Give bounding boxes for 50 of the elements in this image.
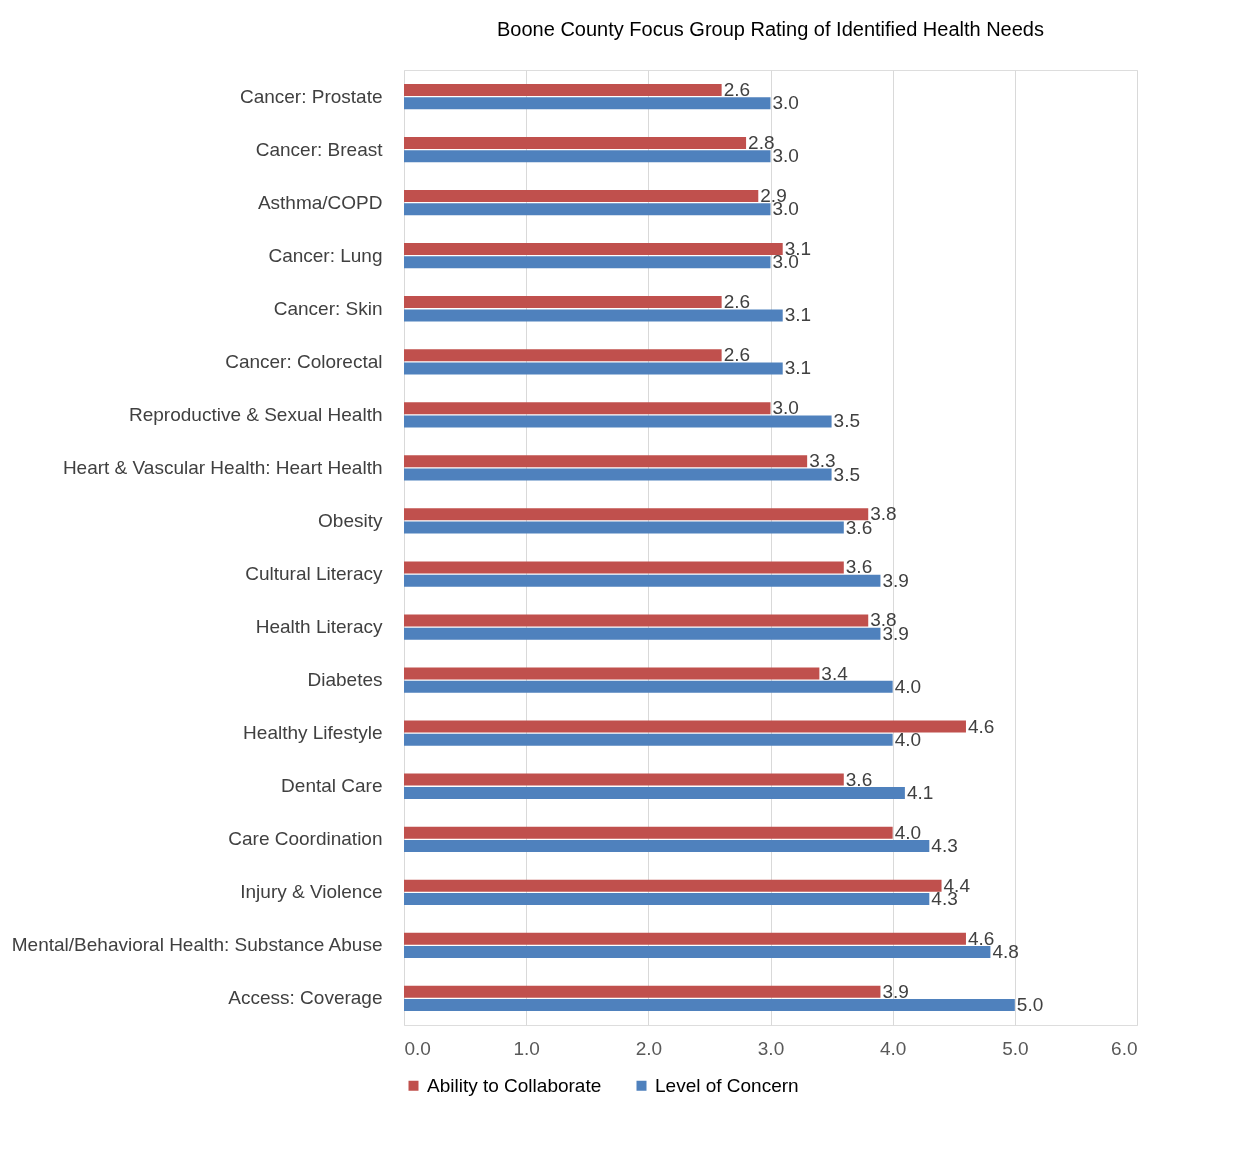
x-tick-label: 0.0 xyxy=(404,1037,431,1059)
chart-title: Boone County Focus Group Rating of Identified Health Needs xyxy=(497,18,1044,40)
data-label: 3.9 xyxy=(882,980,909,1002)
data-label: 4.3 xyxy=(931,834,958,856)
y-tick-label: Obesity xyxy=(318,509,383,531)
y-tick-label: Health Literacy xyxy=(255,616,383,638)
y-tick-label: Access: Coverage xyxy=(228,987,383,1009)
legend-label: Ability to Collaborate xyxy=(427,1074,602,1096)
y-tick-label: Cancer: Colorectal xyxy=(225,350,383,372)
y-tick-label: Mental/Behavioral Health: Substance Abuse xyxy=(11,934,383,956)
y-tick-label: Care Coordination xyxy=(228,828,383,850)
data-label: 3.9 xyxy=(882,569,909,591)
x-tick-label: 6.0 xyxy=(1111,1037,1138,1059)
data-label: 3.0 xyxy=(772,397,799,419)
x-tick-label: 4.0 xyxy=(879,1037,907,1059)
y-tick-label: Heart & Vascular Health: Heart Health xyxy=(62,456,383,478)
y-tick-label: Cultural Literacy xyxy=(245,563,383,585)
y-tick-label: Cancer: Skin xyxy=(273,297,383,319)
data-label: 3.4 xyxy=(821,662,849,684)
data-label: 3.1 xyxy=(784,304,812,326)
y-tick-label: Cancer: Lung xyxy=(268,244,383,266)
y-tick-label: Reproductive & Sexual Health xyxy=(129,403,383,425)
data-label: 4.6 xyxy=(967,927,995,949)
x-tick-label: 2.0 xyxy=(635,1037,663,1059)
data-label: 3.0 xyxy=(772,92,799,114)
data-label: 5.0 xyxy=(1016,994,1044,1016)
data-label: 4.0 xyxy=(894,728,922,750)
data-label: 3.5 xyxy=(833,410,861,432)
x-tick-label: 1.0 xyxy=(513,1037,540,1059)
x-tick-label: 3.0 xyxy=(757,1037,785,1059)
data-label: 3.8 xyxy=(870,503,897,525)
data-label: 4.1 xyxy=(906,781,934,803)
data-label: 2.6 xyxy=(723,291,751,313)
y-tick-label: Healthy Lifestyle xyxy=(243,722,383,744)
data-label: 4.0 xyxy=(894,821,922,843)
data-label: 4.6 xyxy=(967,715,995,737)
legend-label: Level of Concern xyxy=(655,1074,799,1096)
y-tick-label: Cancer: Prostate xyxy=(239,85,383,107)
data-label: 3.6 xyxy=(845,768,873,790)
y-tick-label: Injury & Violence xyxy=(240,881,383,903)
y-tick-label: Asthma/COPD xyxy=(257,191,383,213)
data-label: 4.0 xyxy=(894,675,922,697)
data-label: 2.6 xyxy=(723,78,751,100)
y-tick-label: Dental Care xyxy=(281,775,383,797)
data-label: 3.1 xyxy=(784,357,812,379)
y-tick-label: Cancer: Breast xyxy=(255,138,384,160)
x-tick-label: 5.0 xyxy=(1002,1037,1029,1059)
data-label: 2.6 xyxy=(723,344,751,366)
data-label: 3.6 xyxy=(845,556,873,578)
y-tick-label: Diabetes xyxy=(307,669,383,691)
